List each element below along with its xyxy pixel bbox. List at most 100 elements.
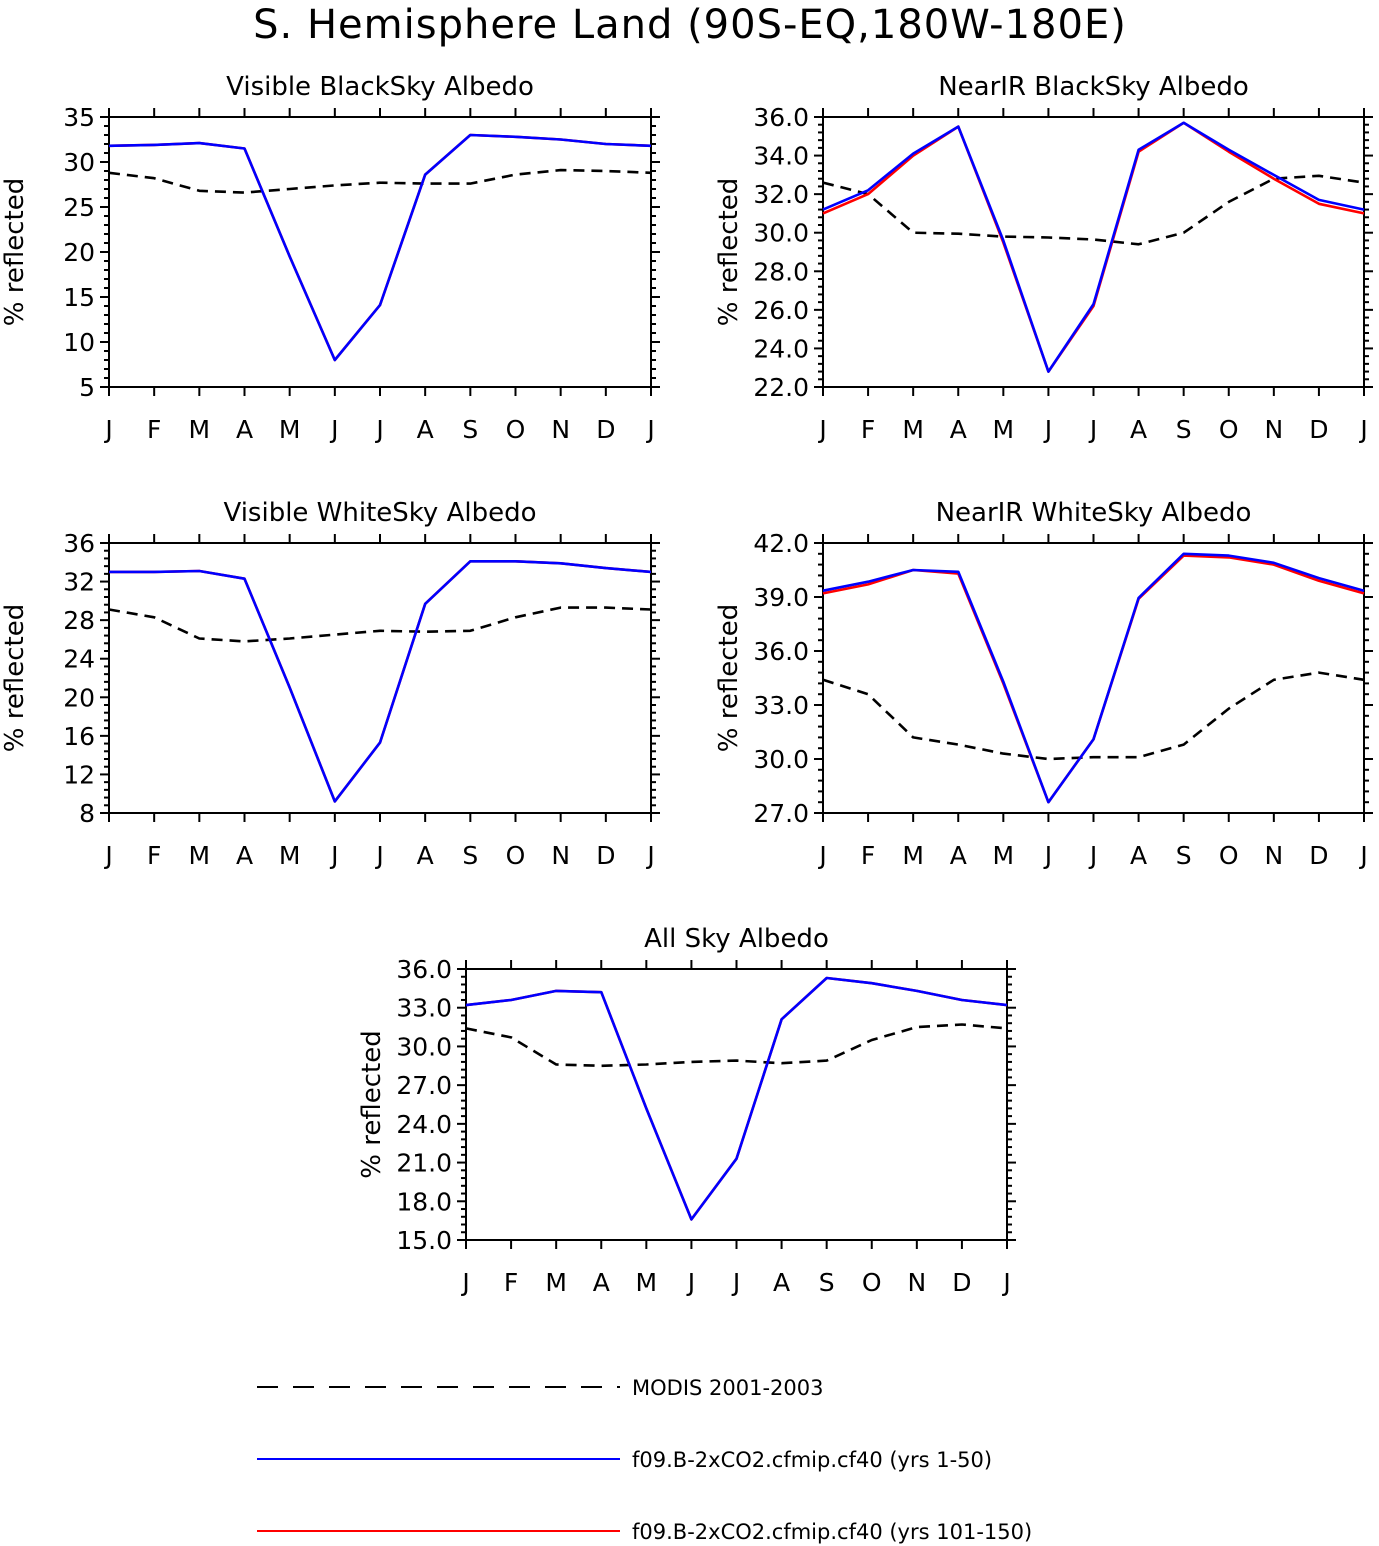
y-tick-label: 27.0 xyxy=(396,1071,452,1100)
x-tick-label: F xyxy=(147,415,161,444)
chart-visible-blacksky-albedo: Visible BlackSky Albedo % reflected 5 10 15 2… xyxy=(0,72,660,444)
x-tick-label: A xyxy=(950,415,967,444)
charts-layer: Visible BlackSky Albedo % reflected 5 10 15 2… xyxy=(0,72,1373,1297)
x-tick-label: F xyxy=(861,841,875,870)
x-tick-label: M xyxy=(189,841,211,870)
figure-title: S. Hemisphere Land (90S-EQ,180W-180E) xyxy=(253,2,1127,48)
y-tick-label: 42.0 xyxy=(753,529,809,558)
chart-nearir-whitesky-albedo: NearIR WhiteSky Albedo % reflected 27.0 30.… xyxy=(714,498,1373,870)
legend-label: f09.B-2xCO2.cfmip.cf40 (yrs 101-150) xyxy=(632,1520,1032,1544)
y-tick-label: 27.0 xyxy=(753,799,809,828)
chart-nearir-blacksky-albedo: NearIR BlackSky Albedo % reflected 22.0 24.… xyxy=(714,72,1373,444)
y-tick-label: 36.0 xyxy=(753,637,809,666)
x-tick-label: M xyxy=(902,841,924,870)
y-axis-label: % reflected xyxy=(714,178,744,326)
y-tick-label: 28.0 xyxy=(753,257,809,286)
x-tick-label: M xyxy=(636,1268,658,1297)
x-tick-label: O xyxy=(862,1268,882,1297)
x-tick-label: M xyxy=(545,1268,567,1297)
x-tick-label: N xyxy=(551,415,570,444)
y-tick-label: 36.0 xyxy=(396,955,452,984)
y-tick-label: 36 xyxy=(63,529,95,558)
y-tick-label: 33.0 xyxy=(396,994,452,1023)
series-line-modis-2001-2003 xyxy=(108,606,652,643)
x-tick-label: M xyxy=(993,415,1015,444)
series-line-f09-b-2xco2-cfmip-cf40-yrs-101-150 xyxy=(465,976,1008,1221)
series-line-f09-b-2xco2-cfmip-cf40-yrs-101-150 xyxy=(108,133,652,362)
x-tick-label: A xyxy=(417,841,434,870)
x-tick-label: J xyxy=(103,841,112,870)
x-tick-label: A xyxy=(1130,415,1147,444)
x-tick-label: J xyxy=(460,1268,469,1297)
x-tick-label: J xyxy=(645,841,654,870)
y-axis-label: % reflected xyxy=(0,178,30,326)
series-line-modis-2001-2003 xyxy=(108,168,652,194)
y-tick-label: 24.0 xyxy=(753,334,809,363)
chart-title: Visible BlackSky Albedo xyxy=(226,72,534,102)
y-tick-label: 18.0 xyxy=(396,1187,452,1216)
y-tick-label: 30.0 xyxy=(753,219,809,248)
x-tick-label: J xyxy=(731,1268,740,1297)
x-tick-label: J xyxy=(645,415,654,444)
legend: MODIS 2001-2003 f09.B-2xCO2.cfmip.cf40 (y… xyxy=(257,1376,1032,1544)
series-line-f09-b-2xco2-cfmip-cf40-yrs-1-50 xyxy=(465,976,1008,1221)
y-tick-label: 8 xyxy=(79,799,95,828)
x-tick-label: J xyxy=(686,1268,695,1297)
x-tick-label: N xyxy=(1264,415,1283,444)
series-line-modis-2001-2003 xyxy=(465,1023,1008,1068)
x-tick-label: N xyxy=(1264,841,1283,870)
x-tick-label: M xyxy=(279,841,301,870)
legend-label: f09.B-2xCO2.cfmip.cf40 (yrs 1-50) xyxy=(632,1448,992,1472)
x-tick-label: J xyxy=(1358,841,1367,870)
chart-visible-whitesky-albedo: Visible WhiteSky Albedo % reflected 8 12 16 2… xyxy=(0,498,660,870)
x-tick-label: J xyxy=(374,841,383,870)
x-tick-label: J xyxy=(1358,415,1367,444)
y-tick-label: 24.0 xyxy=(396,1110,452,1139)
x-tick-label: A xyxy=(417,415,434,444)
y-tick-label: 32 xyxy=(63,568,95,597)
x-tick-label: O xyxy=(506,415,526,444)
series-line-f09-b-2xco2-cfmip-cf40-yrs-101-150 xyxy=(109,559,652,803)
x-tick-label: D xyxy=(596,415,615,444)
legend-item-modis-2001-2003: MODIS 2001-2003 xyxy=(257,1376,823,1400)
series-line-modis-2001-2003 xyxy=(822,671,1365,761)
x-tick-label: S xyxy=(462,415,478,444)
y-tick-label: 35 xyxy=(63,103,95,132)
chart-title: Visible WhiteSky Albedo xyxy=(223,498,536,528)
x-tick-label: O xyxy=(1219,415,1239,444)
x-tick-label: D xyxy=(1309,415,1328,444)
y-tick-label: 36.0 xyxy=(753,103,809,132)
y-tick-label: 34.0 xyxy=(753,142,809,171)
series-line-f09-b-2xco2-cfmip-cf40-yrs-1-50 xyxy=(109,559,652,803)
x-tick-label: F xyxy=(861,415,875,444)
x-tick-label: J xyxy=(817,841,826,870)
y-tick-label: 24 xyxy=(63,645,95,674)
x-tick-label: J xyxy=(1088,841,1097,870)
x-tick-label: J xyxy=(103,415,112,444)
x-tick-label: J xyxy=(329,415,338,444)
x-tick-label: A xyxy=(593,1268,610,1297)
plot-frame xyxy=(108,542,652,814)
chart-all-sky-albedo: All Sky Albedo % reflected 15.0 18.0 21.0 24.… xyxy=(357,924,1016,1297)
plot-frame xyxy=(108,116,652,388)
x-tick-label: D xyxy=(952,1268,971,1297)
y-tick-label: 32.0 xyxy=(753,180,809,209)
x-tick-label: J xyxy=(329,841,338,870)
x-tick-label: N xyxy=(907,1268,926,1297)
x-tick-label: M xyxy=(902,415,924,444)
x-tick-label: J xyxy=(1043,841,1052,870)
y-tick-label: 10 xyxy=(63,328,95,357)
x-tick-label: A xyxy=(950,841,967,870)
series-line-modis-2001-2003 xyxy=(822,174,1365,246)
x-tick-label: N xyxy=(551,841,570,870)
plot-frame xyxy=(465,968,1008,1241)
y-tick-label: 25 xyxy=(63,193,95,222)
y-axis-label: % reflected xyxy=(0,604,30,752)
chart-title: NearIR WhiteSky Albedo xyxy=(936,498,1252,528)
x-tick-label: A xyxy=(773,1268,790,1297)
legend-item-f09-b-2xco2-cfmip-cf40-yrs-1-50: f09.B-2xCO2.cfmip.cf40 (yrs 1-50) xyxy=(257,1448,992,1472)
x-tick-label: O xyxy=(1219,841,1239,870)
y-tick-label: 26.0 xyxy=(753,296,809,325)
x-tick-label: M xyxy=(279,415,301,444)
